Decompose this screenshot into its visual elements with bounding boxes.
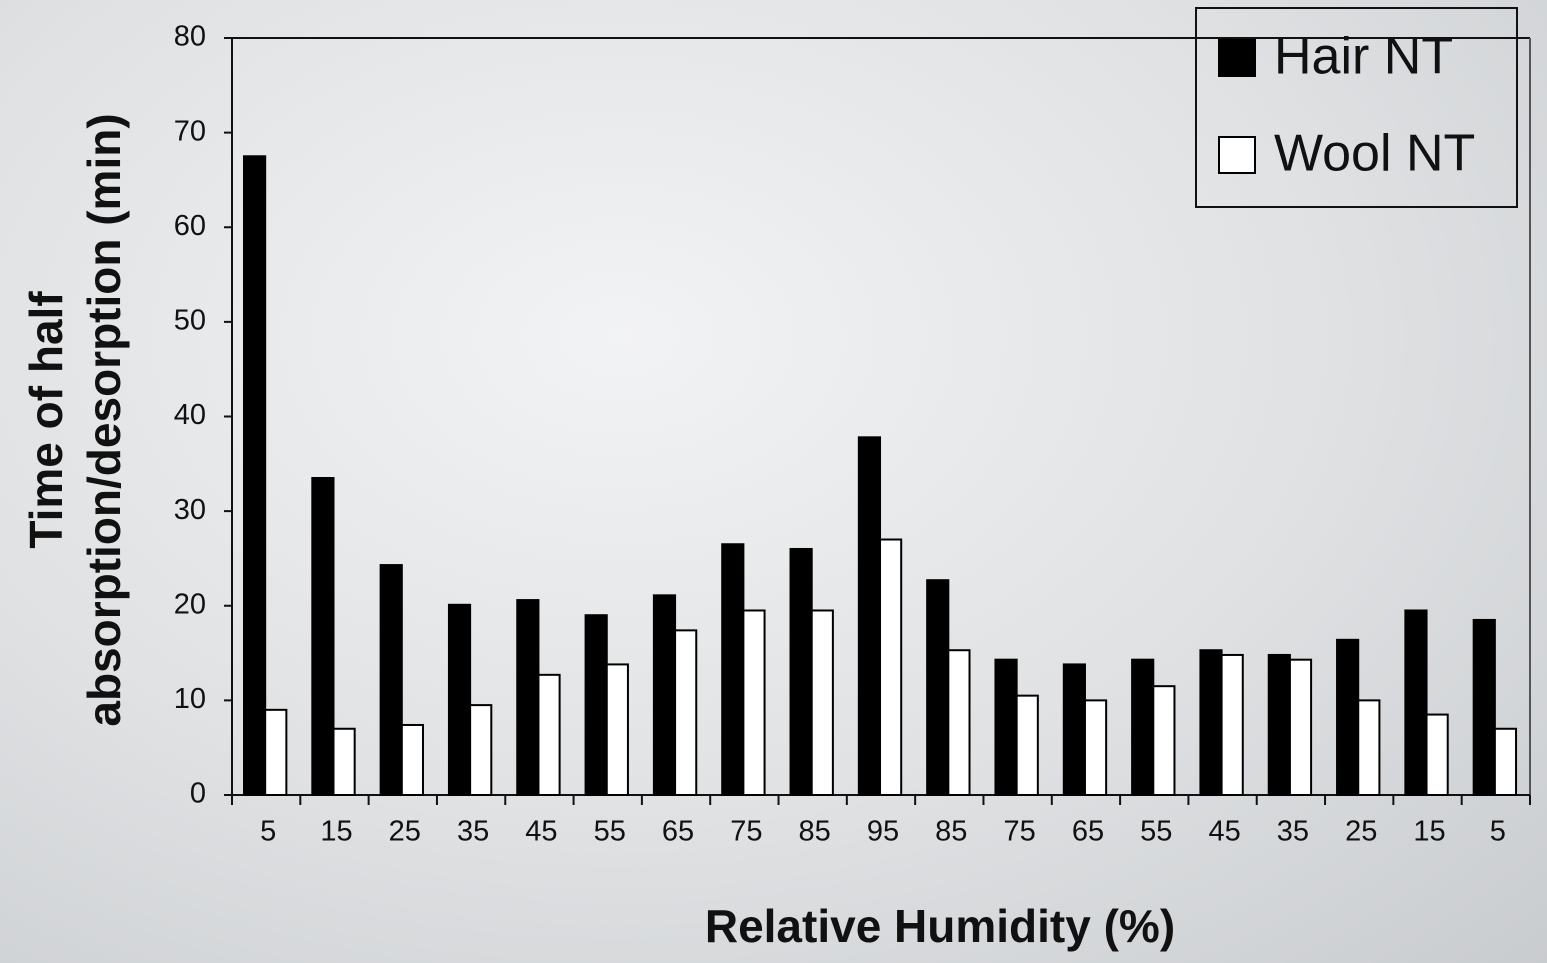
- bar: [791, 549, 812, 795]
- y-tick-label: 80: [174, 21, 206, 53]
- bar: [1405, 610, 1426, 795]
- bar: [607, 664, 628, 795]
- y-tick-label: 30: [174, 494, 206, 526]
- bar: [927, 580, 948, 795]
- bar: [654, 595, 675, 795]
- bar: [743, 610, 764, 795]
- bar: [333, 729, 354, 795]
- bar: [1269, 655, 1290, 795]
- bar: [1427, 715, 1448, 795]
- x-tick-label: 15: [1413, 816, 1445, 848]
- bar: [948, 650, 969, 795]
- bar: [402, 725, 423, 795]
- bar: [586, 615, 607, 795]
- bar: [1017, 696, 1038, 795]
- y-tick-label: 10: [174, 683, 206, 715]
- bar: [381, 565, 402, 795]
- x-tick-label: 85: [799, 816, 831, 848]
- y-tick-label: 50: [174, 305, 206, 337]
- x-tick-label: 75: [1003, 816, 1035, 848]
- bar: [1474, 620, 1495, 795]
- bar: [1085, 700, 1106, 795]
- y-tick-label: 0: [190, 778, 206, 810]
- x-tick-label: 45: [525, 816, 557, 848]
- y-tick-label: 60: [174, 210, 206, 242]
- bar: [517, 600, 538, 795]
- x-axis-title: Relative Humidity (%): [705, 900, 1175, 952]
- x-tick-label: 95: [867, 816, 899, 848]
- y-tick-label: 70: [174, 115, 206, 147]
- bar: [1200, 650, 1221, 795]
- chart: Relative Humidity (%) Time of half absor…: [0, 0, 1547, 963]
- bar: [265, 710, 286, 795]
- x-tick-label: 55: [594, 816, 626, 848]
- x-tick-label: 35: [1277, 816, 1309, 848]
- x-tick-label: 65: [662, 816, 694, 848]
- bar: [1358, 700, 1379, 795]
- bar: [449, 605, 470, 795]
- bar: [859, 437, 880, 795]
- x-tick-label: 65: [1072, 816, 1104, 848]
- x-tick-label: 45: [1208, 816, 1240, 848]
- y-tick-label: 20: [174, 588, 206, 620]
- bar: [1290, 660, 1311, 795]
- bar: [470, 705, 491, 795]
- bar: [312, 478, 333, 795]
- x-tick-label: 25: [1345, 816, 1377, 848]
- legend-label: Hair NT: [1274, 28, 1453, 86]
- y-axis-title: Time of half: [20, 291, 72, 549]
- bar: [244, 156, 265, 795]
- legend-label: Wool NT: [1274, 125, 1475, 183]
- bar: [675, 630, 696, 795]
- x-tick-label: 35: [457, 816, 489, 848]
- bar: [995, 660, 1016, 795]
- bar: [812, 610, 833, 795]
- bar: [1064, 664, 1085, 795]
- x-tick-label: 25: [389, 816, 421, 848]
- x-tick-label: 55: [1140, 816, 1172, 848]
- bar: [1132, 660, 1153, 795]
- y-tick-label: 40: [174, 399, 206, 431]
- x-tick-label: 5: [1490, 816, 1506, 848]
- x-tick-label: 15: [320, 816, 352, 848]
- bar: [1337, 640, 1358, 795]
- bar: [1222, 655, 1243, 795]
- legend-swatch: [1219, 137, 1255, 173]
- x-tick-label: 75: [730, 816, 762, 848]
- x-tick-label: 5: [260, 816, 276, 848]
- x-tick-label: 85: [935, 816, 967, 848]
- bar: [722, 544, 743, 795]
- bar: [880, 540, 901, 795]
- bar: [1495, 729, 1516, 795]
- legend-swatch: [1219, 40, 1255, 76]
- y-axis-title: absorption/desorption (min): [78, 113, 130, 726]
- bar: [538, 675, 559, 795]
- bar: [1153, 686, 1174, 795]
